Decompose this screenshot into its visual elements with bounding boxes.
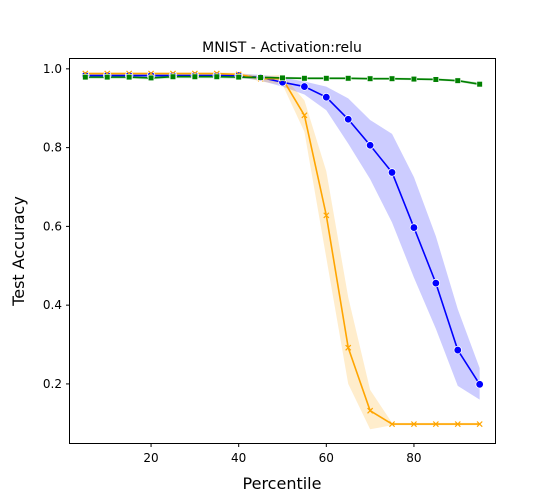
- series-0-point: [344, 115, 353, 124]
- series-1-point: [323, 212, 330, 219]
- series-0-point: [300, 82, 309, 91]
- x-axis: 20 40 60 80: [143, 443, 422, 465]
- series-2-point: [257, 74, 264, 81]
- series-2-point: [476, 81, 483, 88]
- series-2-point: [82, 74, 89, 81]
- y-tick-label: 1.0: [43, 62, 62, 76]
- series-2-point: [126, 74, 133, 81]
- confidence-bands: [85, 72, 480, 430]
- x-tick-label: 40: [231, 451, 246, 465]
- series-1-point: [454, 421, 461, 428]
- y-tick-label: 0.4: [43, 298, 62, 312]
- series-1-point: [476, 421, 483, 428]
- series-2-point: [454, 77, 461, 84]
- y-tick-label: 0.6: [43, 219, 62, 233]
- series-2-point: [410, 75, 418, 83]
- series-0-point: [322, 93, 331, 102]
- series-2-point: [147, 74, 155, 82]
- series-2-point: [345, 75, 352, 82]
- series-2-point: [235, 74, 242, 81]
- series-0-point: [409, 223, 419, 232]
- series-0-point: [387, 168, 397, 177]
- series-2-point: [432, 76, 439, 83]
- series-0-point: [475, 380, 484, 389]
- y-axis: 0.2 0.4 0.6 0.8 1.0: [43, 62, 70, 391]
- y-tick-label: 0.8: [43, 141, 62, 155]
- series-0-point: [431, 278, 441, 288]
- y-tick-label: 0.2: [43, 377, 62, 391]
- x-tick-label: 60: [319, 451, 334, 465]
- series-2-point: [279, 74, 286, 82]
- series-0-point: [365, 141, 375, 150]
- series-2-point: [323, 75, 330, 82]
- x-tick-label: 20: [143, 451, 158, 465]
- series-1-point: [301, 112, 308, 119]
- series-1-point: [410, 421, 417, 428]
- y-axis-label: Test Accuracy: [9, 196, 28, 307]
- plot-frame: [69, 58, 496, 444]
- chart-title: MNIST - Activation:relu: [202, 40, 362, 56]
- series-2-point: [367, 75, 374, 82]
- series-1-point: [367, 407, 374, 414]
- series-markers: [81, 70, 484, 428]
- series-2-point: [301, 75, 308, 82]
- series-0-point: [453, 345, 462, 355]
- series-1-point: [432, 421, 439, 428]
- series-1-point: [345, 344, 352, 351]
- series-0-band: [85, 73, 480, 400]
- x-tick-label: 80: [406, 451, 421, 465]
- x-axis-label: Percentile: [243, 474, 322, 493]
- series-1-point: [389, 421, 396, 428]
- series-2-point: [104, 74, 111, 81]
- series-2-point: [388, 75, 396, 82]
- series-2-point: [213, 73, 220, 80]
- series-2-point: [191, 73, 198, 80]
- series-2-band: [85, 75, 480, 86]
- series-2-point: [169, 73, 177, 80]
